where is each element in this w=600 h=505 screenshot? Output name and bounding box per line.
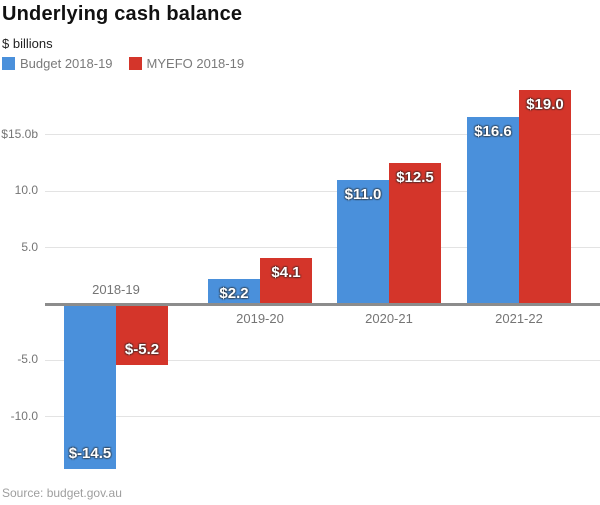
y-tick-label: 10.0 <box>14 183 38 198</box>
legend-label-myefo: MYEFO 2018-19 <box>146 56 245 71</box>
bar-value-label: $12.5 <box>396 169 434 187</box>
legend-item-budget: Budget 2018-19 <box>2 56 113 71</box>
myefo-bar-2019-20 <box>260 257 312 304</box>
bar-value-label: $11.0 <box>344 186 382 204</box>
bar-value-label: $19.0 <box>526 95 564 113</box>
zero-line <box>45 303 600 306</box>
bar-value-label: $16.6 <box>474 122 512 140</box>
myefo-bar-2021-22 <box>519 89 571 304</box>
bar-value-label: $-14.5 <box>68 445 112 463</box>
gridline <box>45 134 600 136</box>
category-label-2020-21: 2020-21 <box>365 311 413 326</box>
budget-bar-2018-19 <box>64 306 116 470</box>
gridline <box>45 416 600 418</box>
y-tick-label: -5.0 <box>17 352 38 367</box>
budget-bar-2021-22 <box>467 116 519 304</box>
y-tick-label: 5.0 <box>21 239 38 254</box>
y-tick-label: $15.0b <box>1 126 38 141</box>
legend-swatch-myefo-icon <box>128 57 142 70</box>
myefo-bar-2020-21 <box>389 163 441 304</box>
legend: Budget 2018-19 MYEFO 2018-19 <box>2 56 244 71</box>
legend-item-myefo: MYEFO 2018-19 <box>128 56 245 71</box>
gridline <box>45 247 600 249</box>
category-label-2021-22: 2021-22 <box>495 311 543 326</box>
legend-swatch-budget-icon <box>2 57 15 70</box>
legend-label-budget: Budget 2018-19 <box>20 56 113 71</box>
chart-title: Underlying cash balance <box>2 3 243 25</box>
chart-subtitle: $ billions <box>2 36 53 51</box>
bar-value-label: $2.2 <box>219 285 249 303</box>
category-label-2018-19: 2018-19 <box>92 282 140 297</box>
category-label-2019-20: 2019-20 <box>236 311 284 326</box>
gridline <box>45 190 600 192</box>
y-tick-label: -10.0 <box>10 408 38 423</box>
bar-value-label: $4.1 <box>271 263 301 281</box>
plot-area: $15.0b 10.0 5.0 -5.0 -10.0 $-14.5 $2.2 $11.0 $16… <box>0 78 600 474</box>
budget-bar-2019-20 <box>208 279 260 304</box>
source-note: Source: budget.gov.au <box>2 486 122 500</box>
myefo-bar-2018-19 <box>116 306 168 365</box>
budget-bar-2020-21 <box>337 180 389 304</box>
bar-value-label: $-5.2 <box>124 340 160 358</box>
gridline <box>45 359 600 361</box>
